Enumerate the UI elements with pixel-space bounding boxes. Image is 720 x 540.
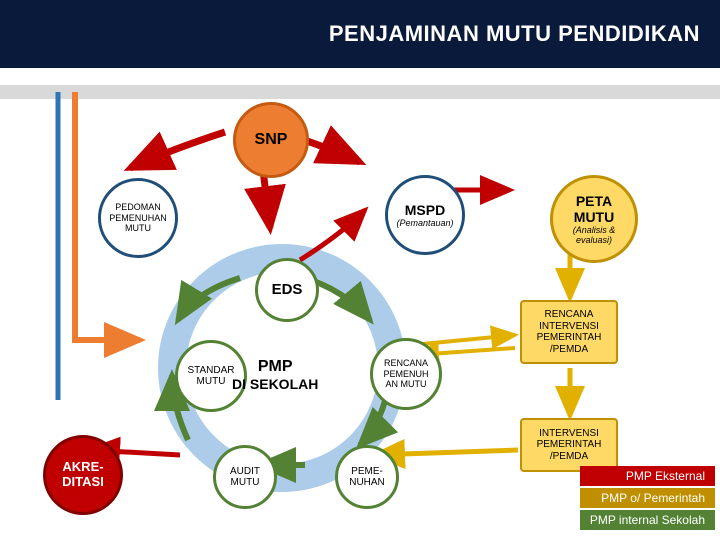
ri-l1: RENCANA [545, 309, 594, 321]
standar-l1: STANDAR [187, 365, 234, 377]
center-label: PMP DI SEKOLAH [232, 358, 318, 392]
akr-l1: AKRE- [62, 460, 103, 475]
rpm-l2: PEMENUH [383, 369, 428, 379]
center-l1: PMP [232, 358, 318, 376]
rpm-l1: RENCANA [384, 358, 428, 368]
node-rencana-pemenuhan: RENCANA PEMENUH AN MUTU [370, 338, 442, 410]
header: PENJAMINAN MUTU PENDIDIKAN [0, 0, 720, 68]
legend-item-pemerintah: PMP o/ Pemerintah [580, 488, 715, 508]
standar-l2: MUTU [197, 376, 226, 388]
eds-label: EDS [272, 281, 303, 298]
mspd-l2: (Pemantauan) [396, 218, 453, 228]
node-pemenuhan: PEME- NUHAN [335, 445, 399, 509]
mspd-l1: MSPD [405, 202, 445, 218]
node-mspd: MSPD (Pemantauan) [385, 175, 465, 255]
legend-item-eksternal: PMP Eksternal [580, 466, 715, 486]
page-title: PENJAMINAN MUTU PENDIDIKAN [329, 21, 700, 47]
node-pedoman: PEDOMAN PEMENUHAN MUTU [98, 178, 178, 258]
node-eds: EDS [255, 258, 319, 322]
center-l2: DI SEKOLAH [232, 376, 318, 392]
ri-l4: /PEMDA [550, 344, 588, 356]
node-audit: AUDIT MUTU [213, 445, 277, 509]
pedoman-l3: MUTU [125, 223, 151, 233]
legend: PMP Eksternal PMP o/ Pemerintah PMP inte… [580, 466, 715, 530]
legend-item-internal: PMP internal Sekolah [580, 510, 715, 530]
int-l2: PEMERINTAH [537, 439, 602, 451]
peta-l3: (Analisis & [573, 225, 616, 235]
ri-l2: INTERVENSI [539, 321, 599, 333]
rpm-l3: AN MUTU [386, 379, 427, 389]
node-snp: SNP [233, 102, 309, 178]
snp-label: SNP [255, 131, 288, 149]
pedoman-l1: PEDOMAN [115, 202, 161, 212]
ri-l3: PEMERINTAH [537, 332, 602, 344]
audit-l2: MUTU [231, 477, 260, 489]
pedoman-l2: PEMENUHAN [109, 213, 167, 223]
box-intervensi: INTERVENSI PEMERINTAH /PEMDA [520, 418, 618, 472]
pem-l1: PEME- [351, 466, 383, 478]
pem-l2: NUHAN [349, 477, 385, 489]
peta-l4: evaluasi) [576, 235, 612, 245]
peta-l1: PETA [576, 193, 612, 209]
box-rencana-intervensi: RENCANA INTERVENSI PEMERINTAH /PEMDA [520, 300, 618, 364]
int-l1: INTERVENSI [539, 428, 599, 440]
int-l3: /PEMDA [550, 451, 588, 463]
node-akreditasi: AKRE- DITASI [43, 435, 123, 515]
akr-l2: DITASI [62, 475, 104, 490]
gray-band [0, 85, 720, 99]
node-peta: PETA MUTU (Analisis & evaluasi) [550, 175, 638, 263]
peta-l2: MUTU [574, 209, 614, 225]
audit-l1: AUDIT [230, 466, 260, 478]
